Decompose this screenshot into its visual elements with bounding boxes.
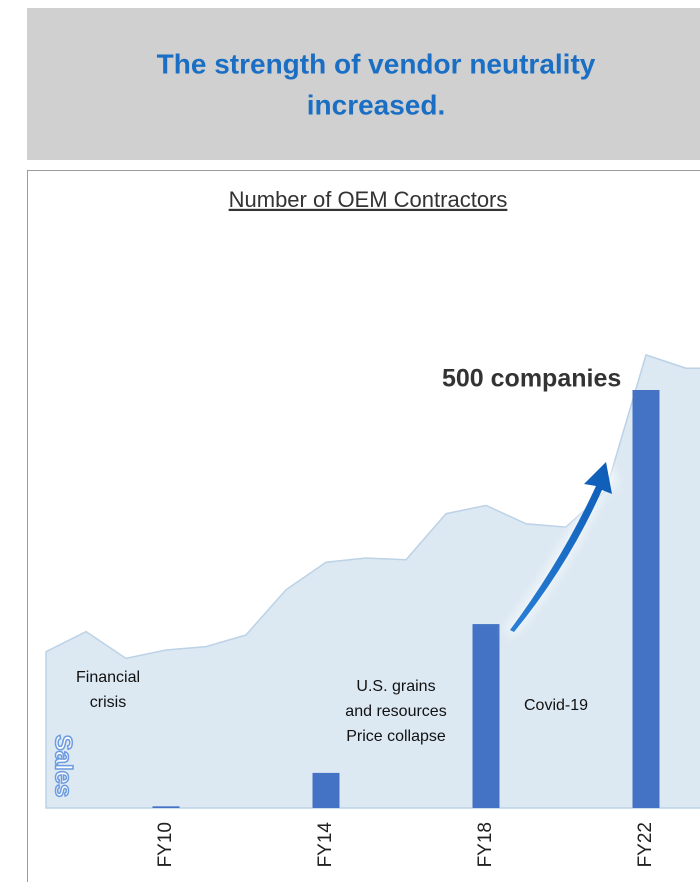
- annotation: crisis: [90, 694, 126, 711]
- bar: [312, 772, 340, 808]
- bar: [472, 624, 500, 808]
- annotation: and resources: [345, 703, 446, 720]
- annotation: Covid-19: [524, 697, 588, 714]
- x-tick-label: FY22: [635, 822, 656, 867]
- annotation: Financial: [76, 669, 140, 686]
- series-label: Sales: [50, 735, 77, 798]
- arrow: [510, 462, 612, 632]
- annotation: U.S. grains: [356, 678, 435, 695]
- header-band: [27, 8, 700, 160]
- x-tick-label: FY14: [315, 822, 336, 868]
- annotation: Price collapse: [346, 728, 446, 745]
- bar: [632, 390, 660, 808]
- header-title: The strength of vendor neutrality: [157, 48, 596, 79]
- annotation: 500 companies: [442, 365, 621, 393]
- sales-area: [45, 353, 700, 809]
- header-title: increased.: [307, 89, 446, 120]
- x-tick-label: FY18: [475, 822, 496, 867]
- bar: [152, 806, 180, 808]
- chart-title: Number of OEM Contractors: [229, 187, 508, 212]
- x-tick-label: FY10: [155, 822, 176, 867]
- growth-arrow: [505, 460, 618, 636]
